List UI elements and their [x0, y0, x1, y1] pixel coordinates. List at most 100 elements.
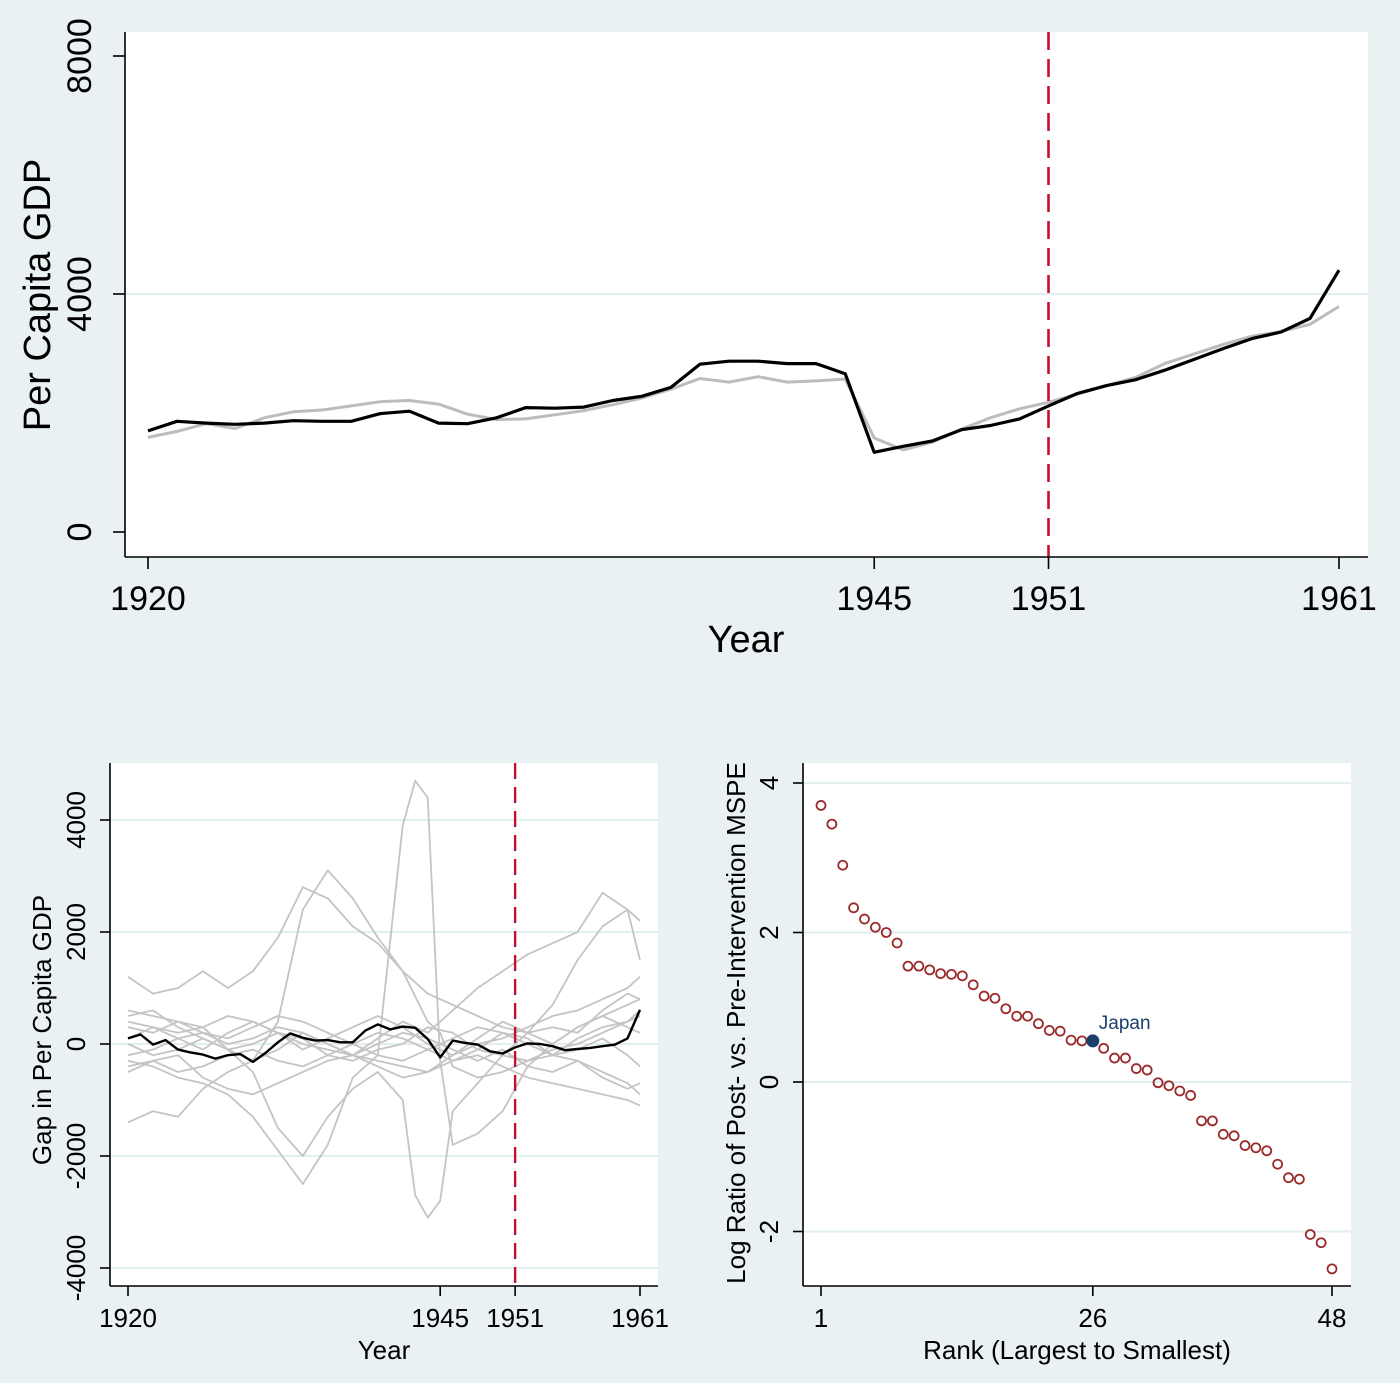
mspe-point [946, 968, 957, 980]
mspe-point [1272, 1158, 1284, 1170]
gap-panel: 1920 1945 1951 1961 -4000 -2000 0 2000 4000 Year… [27, 763, 669, 1365]
top-x-tick-label: 1945 [836, 580, 912, 618]
gap-y-tick-label: 0 [61, 1037, 91, 1051]
gap-placebo-line [127, 886, 641, 1034]
mspe-point [1174, 1085, 1186, 1097]
top-y-tick-label: 4000 [61, 256, 99, 332]
mspe-point [859, 913, 870, 925]
mspe-point-japan [1086, 1034, 1100, 1048]
mspe-point [1011, 1010, 1023, 1022]
mspe-point [1217, 1128, 1229, 1140]
mspe-point [902, 960, 914, 972]
top-series-line [147, 305, 1340, 452]
mspe-point [869, 921, 881, 933]
gap-placebo-line [127, 1015, 641, 1096]
top-x-axis-label: Year [708, 619, 785, 661]
top-y-tick-label: 0 [61, 523, 99, 542]
mspe-point [989, 992, 1001, 1004]
mspe-plot-area [803, 763, 1351, 1286]
gap-plot-area [110, 763, 658, 1286]
mspe-point [837, 859, 849, 871]
mspe-y-tick-label: -2 [754, 1220, 784, 1243]
mspe-point [1293, 1173, 1305, 1185]
mspe-point [935, 968, 946, 980]
gap-y-axis-label: Gap in Per Capita GDP [27, 895, 57, 1165]
mspe-point [967, 979, 979, 991]
gap-placebo-line [127, 1015, 641, 1057]
mspe-point [1185, 1090, 1197, 1101]
mspe-point [1033, 1018, 1044, 1030]
gap-placebo-line [127, 1009, 641, 1107]
gap-placebo-line [127, 1031, 641, 1073]
top-series-lines [147, 32, 1341, 557]
mspe-point [1054, 1025, 1066, 1037]
gap-x-tick-label: 1945 [411, 1303, 469, 1333]
gap-y-tick-label: 2000 [61, 903, 91, 961]
gap-y-tick-label: -4000 [61, 1235, 91, 1302]
mspe-point [1304, 1229, 1316, 1240]
gap-y-tick-label: 4000 [61, 791, 91, 849]
mspe-x-tick-label: 48 [1318, 1303, 1347, 1333]
mspe-point [1141, 1064, 1153, 1076]
mspe-points [815, 800, 1338, 1275]
mspe-y-tick-label: 0 [754, 1075, 784, 1089]
mspe-point [1152, 1077, 1164, 1089]
mspe-y-tick-label: 2 [754, 925, 784, 939]
mspe-point [1196, 1115, 1207, 1127]
mspe-gridlines [803, 782, 1351, 1233]
mspe-y-tick-label: 4 [754, 776, 784, 790]
mspe-point [1109, 1052, 1120, 1064]
mspe-point [826, 818, 838, 830]
mspe-point [1315, 1237, 1327, 1249]
mspe-point [880, 927, 892, 938]
mspe-point [913, 960, 925, 972]
gap-series-lines [127, 763, 642, 1286]
top-x-tick-label: 1920 [110, 580, 186, 618]
mspe-point [924, 964, 936, 976]
mspe-point [1283, 1172, 1294, 1184]
mspe-point [848, 902, 860, 914]
top-y-axis-label: Per Capita GDP [17, 159, 59, 431]
gap-x-tick-label: 1961 [611, 1303, 669, 1333]
mspe-point [1065, 1034, 1077, 1046]
mspe-point [815, 800, 827, 811]
top-x-tick-label: 1961 [1301, 580, 1377, 618]
mspe-point [1098, 1042, 1110, 1054]
mspe-point [1130, 1063, 1142, 1074]
gap-gridlines [110, 819, 658, 1269]
mspe-ticks: 1 26 48 -2 0 2 4 [754, 776, 1346, 1333]
mspe-point [891, 937, 903, 949]
mspe-point [956, 970, 968, 982]
gap-placebo-line [127, 908, 641, 1219]
mspe-point [1228, 1130, 1240, 1142]
japan-annotation: Japan [1099, 1013, 1151, 1034]
mspe-point [1239, 1140, 1251, 1151]
gap-y-tick-label: -2000 [61, 1123, 91, 1190]
mspe-point [1250, 1142, 1262, 1154]
gap-x-tick-label: 1951 [486, 1303, 544, 1333]
gap-japan-line [127, 1009, 642, 1064]
mspe-x-axis-label: Rank (Largest to Smallest) [923, 1335, 1231, 1365]
gap-placebo-line [127, 1009, 641, 1062]
mspe-point [1163, 1080, 1175, 1092]
gap-ticks: 1920 1945 1951 1961 -4000 -2000 0 2000 4000 [61, 791, 669, 1333]
gap-x-axis-label: Year [358, 1335, 411, 1365]
mspe-x-tick-label: 1 [814, 1303, 828, 1333]
mspe-point [1022, 1010, 1033, 1022]
mspe-point [1261, 1145, 1273, 1157]
top-x-tick-label: 1951 [1011, 580, 1087, 618]
top-series-line [147, 269, 1341, 454]
mspe-point [1207, 1115, 1218, 1127]
mspe-x-tick-label: 26 [1078, 1303, 1107, 1333]
gap-x-tick-label: 1920 [99, 1303, 157, 1333]
gap-placebo-line [127, 976, 641, 1079]
mspe-point [1000, 1003, 1012, 1015]
mspe-y-axis-label: Log Ratio of Post- vs. Pre-Intervention … [721, 762, 751, 1284]
top-panel: 1920 1945 1951 1961 0 4000 8000 Year Per Capit… [17, 18, 1377, 661]
mspe-panel: 1 26 48 -2 0 2 4 Japan Rank (Largest to Smalle… [721, 762, 1351, 1365]
top-y-tick-label: 8000 [61, 18, 99, 94]
top-ticks: 1920 1945 1951 1961 0 4000 8000 [61, 18, 1377, 618]
mspe-point [1120, 1052, 1131, 1064]
mspe-point [1326, 1263, 1338, 1275]
